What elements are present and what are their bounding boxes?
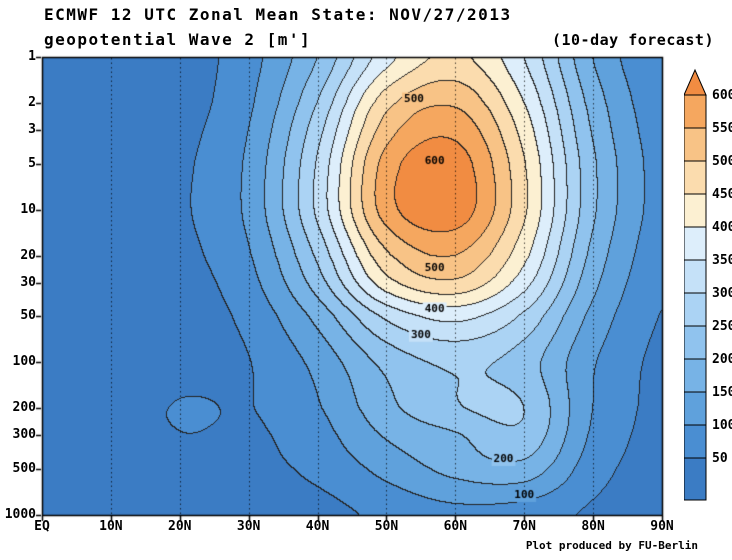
colorbar-segment — [683, 292, 707, 327]
colorbar-tick-label: 500 — [712, 154, 732, 169]
y-tick-label: 20 — [20, 247, 36, 263]
y-tick-label: 300 — [12, 427, 36, 443]
colorbar-segment — [683, 457, 707, 501]
x-tick-label: 60N — [443, 519, 468, 534]
y-tick-label: 1 — [28, 49, 36, 64]
colorbar-segment — [683, 391, 707, 426]
y-tick-label: 30 — [20, 274, 36, 290]
x-tick-label: 90N — [650, 519, 674, 534]
field-label: geopotential Wave 2 [m'] — [44, 30, 312, 49]
y-tick-label: 50 — [20, 308, 36, 324]
colorbar-segment — [683, 127, 707, 162]
colorbar-segment — [683, 424, 707, 459]
y-tick-label: 1000 — [4, 507, 36, 522]
colorbar-tick-label: 600 — [712, 88, 732, 103]
colorbar-tick-label: 150 — [712, 385, 732, 400]
colorbar: 600 550 500 450 400 350 300 250 200 150 100 50 — [683, 68, 732, 508]
colorbar-tick-label: 450 — [712, 187, 732, 202]
colorbar-tick-label: 300 — [712, 286, 732, 301]
x-tick-label: 10N — [99, 519, 123, 534]
colorbar-tick-label: 100 — [712, 418, 732, 433]
x-tick-label: 50N — [374, 519, 399, 534]
colorbar-tick-label: 350 — [712, 253, 732, 268]
figure-title: ECMWF 12 UTC Zonal Mean State: NOV/27/20… — [44, 5, 512, 24]
y-tick-label: 10 — [20, 201, 36, 217]
colorbar-tick-label: 400 — [712, 220, 732, 235]
colorbar-segment — [683, 325, 707, 360]
x-tick-label: 80N — [581, 519, 605, 534]
colorbar-tick-label: 200 — [712, 352, 732, 367]
colorbar-svg: 600 550 500 450 400 350 300 250 200 150 100 50 — [683, 68, 732, 501]
x-tick-label: 30N — [236, 519, 261, 534]
colorbar-segment — [683, 259, 707, 294]
x-tick-label: 70N — [512, 519, 536, 534]
colorbar-segment — [683, 193, 707, 228]
y-tick-label: 500 — [12, 461, 36, 477]
y-tick-label: 3 — [28, 121, 36, 137]
y-tick-label: 100 — [12, 354, 36, 370]
colorbar-segment — [683, 358, 707, 393]
y-tick-label: 2 — [28, 94, 36, 110]
x-tick-label: 20N — [168, 519, 192, 534]
colorbar-segment — [683, 160, 707, 195]
colorbar-segment — [683, 226, 707, 261]
colorbar-segment — [683, 94, 707, 129]
colorbar-tick-label: 550 — [712, 121, 732, 136]
x-tick-label: EQ — [34, 519, 50, 534]
colorbar-arrow — [683, 68, 707, 96]
y-tick-label: 200 — [12, 400, 36, 416]
colorbar-tick-label: 250 — [712, 319, 732, 334]
x-tick-label: 40N — [305, 519, 330, 534]
credit-text: Plot produced by FU-Berlin — [525, 539, 698, 552]
forecast-label: (10-day forecast) — [551, 31, 714, 49]
y-tick-label: 5 — [28, 155, 36, 171]
colorbar-tick-label: 50 — [712, 451, 728, 466]
